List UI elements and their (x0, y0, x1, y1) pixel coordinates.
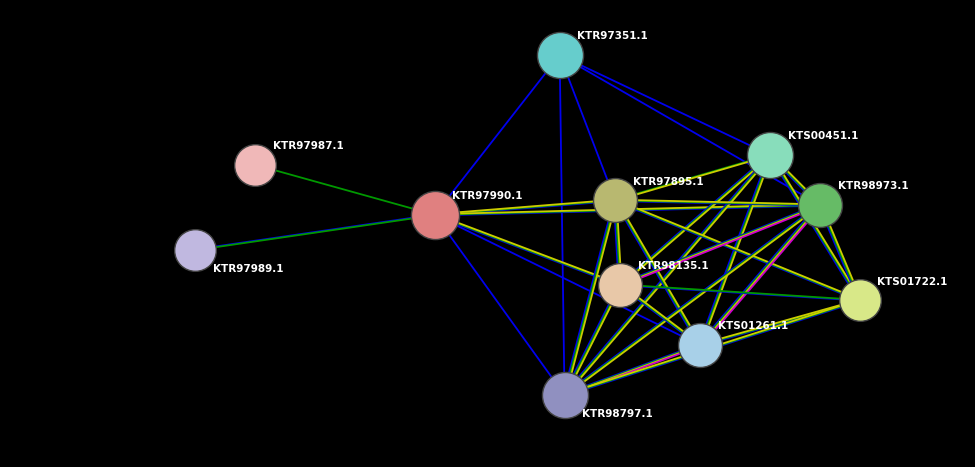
Point (812, 201, 828, 209)
Text: KTR97895.1: KTR97895.1 (633, 177, 703, 187)
Text: KTS01722.1: KTS01722.1 (878, 276, 948, 287)
Text: KTR98135.1: KTR98135.1 (638, 261, 708, 271)
Text: KTR97989.1: KTR97989.1 (213, 263, 283, 274)
Point (612, 281, 628, 289)
Text: KTS01261.1: KTS01261.1 (718, 321, 788, 332)
Point (187, 246, 203, 254)
Text: KTS00451.1: KTS00451.1 (788, 131, 858, 142)
Text: KTR97351.1: KTR97351.1 (577, 31, 648, 42)
Text: KTR97990.1: KTR97990.1 (452, 191, 523, 201)
Text: KTR97987.1: KTR97987.1 (273, 141, 344, 151)
Point (248, 161, 263, 169)
Point (692, 341, 708, 349)
Point (607, 197, 623, 204)
Point (427, 211, 443, 219)
Text: KTR98797.1: KTR98797.1 (582, 409, 653, 419)
Point (852, 297, 868, 304)
Point (552, 51, 567, 59)
Point (762, 151, 778, 159)
Text: KTR98973.1: KTR98973.1 (838, 181, 908, 191)
Point (557, 391, 572, 399)
